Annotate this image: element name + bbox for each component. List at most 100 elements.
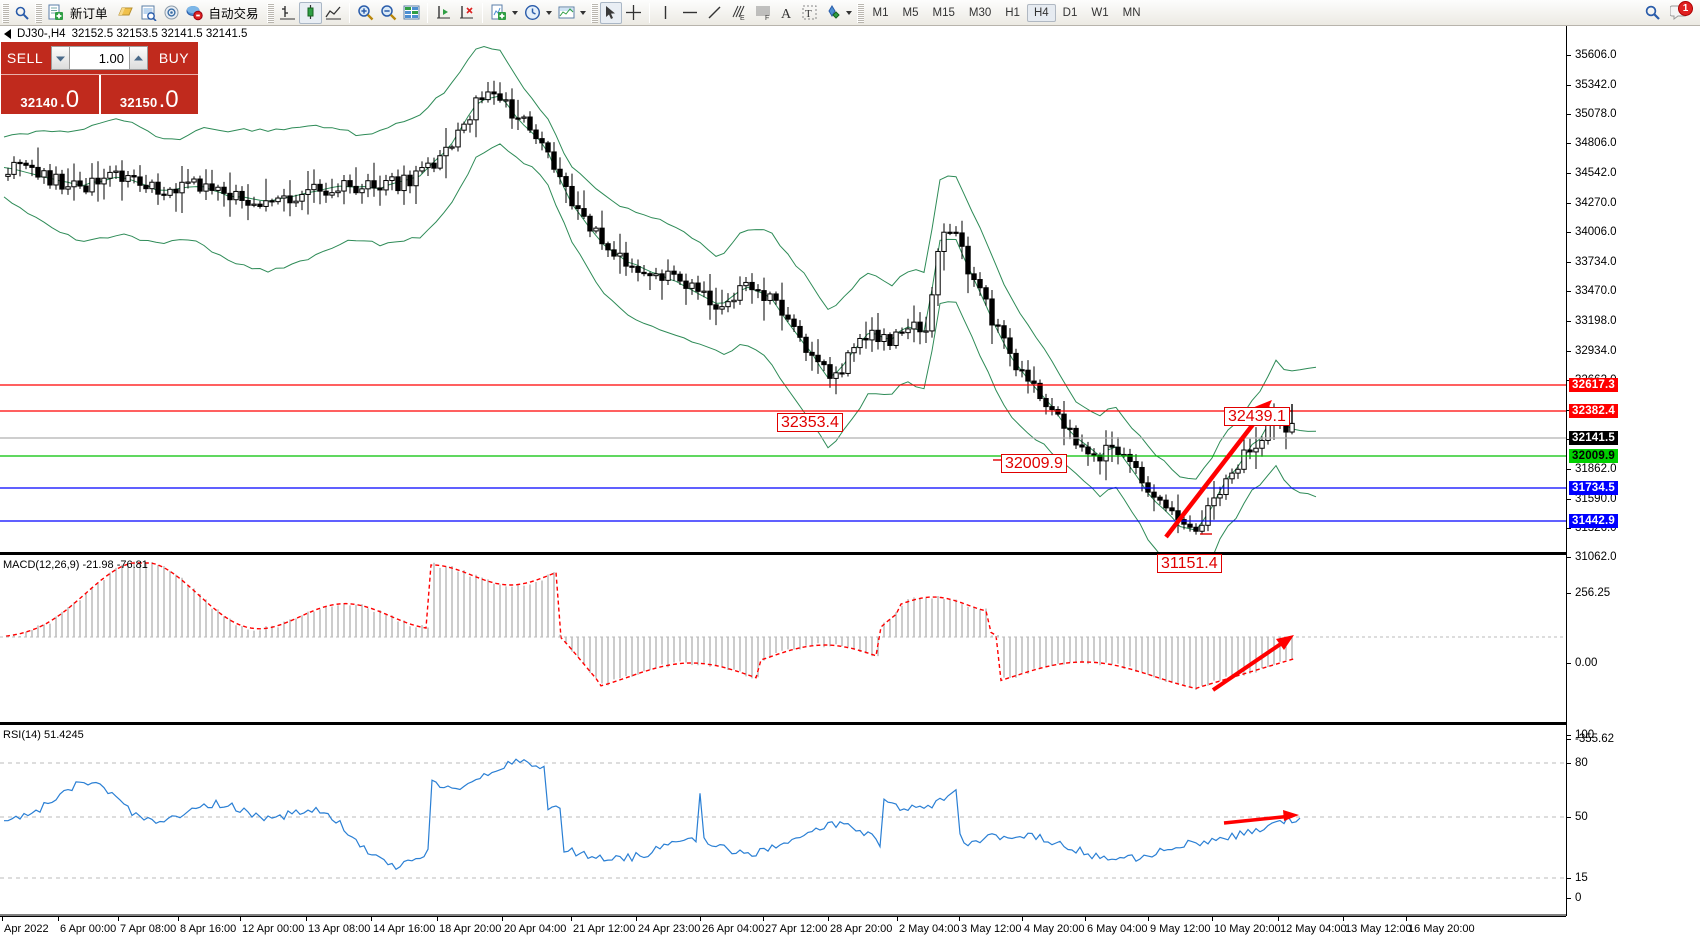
line-chart-icon[interactable] <box>322 2 345 24</box>
timeframe-mn[interactable]: MN <box>1122 6 1141 19</box>
time-tick-17: 6 May 04:00 <box>1087 923 1148 935</box>
sell-button[interactable]: SELL <box>6 50 44 66</box>
timeframe-h4[interactable]: H4 <box>1026 3 1056 22</box>
indicators-icon[interactable] <box>487 2 521 24</box>
candlestick-chart-icon[interactable] <box>298 1 322 24</box>
time-tick-14: 2 May 04:00 <box>899 923 960 935</box>
navigator-icon[interactable] <box>160 2 183 24</box>
sell-price-display[interactable]: 32140 .0 <box>1 75 99 114</box>
candle-body <box>371 180 377 189</box>
autotrading-button[interactable]: 自动交易 <box>183 2 265 24</box>
annotation-31151[interactable]: 31151.4 <box>1157 554 1222 573</box>
rsi-series <box>4 758 1301 871</box>
timeframe-m5[interactable]: M5 <box>902 6 919 19</box>
chevron-down-icon-3[interactable] <box>579 10 586 15</box>
timeframe-w1[interactable]: W1 <box>1091 6 1109 19</box>
candle-body <box>83 185 89 193</box>
search-right-icon[interactable] <box>1641 2 1664 24</box>
rsi-pane[interactable]: RSI(14) 51.4245 <box>0 722 1566 916</box>
lot-size-input[interactable]: 1.00 <box>70 47 129 69</box>
timeframe-h1[interactable]: H1 <box>1005 6 1020 19</box>
candle-body <box>755 289 761 292</box>
candle-body <box>905 328 911 334</box>
new-order-label: 新订单 <box>70 7 108 21</box>
candle-body <box>197 178 203 192</box>
zoom-out-icon[interactable] <box>377 2 400 24</box>
timeframe-m30[interactable]: M30 <box>968 6 992 19</box>
elliott-wave-icon[interactable]: E <box>726 2 751 24</box>
time-tick-19: 10 May 20:00 <box>1214 923 1281 935</box>
data-window-icon[interactable] <box>400 2 423 24</box>
print-preview-icon[interactable] <box>137 2 160 24</box>
candle-body <box>17 161 23 165</box>
cursor-icon[interactable] <box>599 1 622 24</box>
time-scale[interactable]: Apr 2022 6 Apr 00:00 7 Apr 08:00 8 Apr 16:0… <box>0 916 1566 941</box>
occ-top-row: SELL 1.00 BUY <box>1 42 198 74</box>
buy-price-display[interactable]: 32150 .0 <box>98 75 199 114</box>
chart-shift-icon[interactable] <box>432 2 455 24</box>
chevron-down-icon[interactable] <box>511 10 518 15</box>
time-grip-15 <box>959 917 960 921</box>
svg-text:T: T <box>805 8 812 20</box>
price-pane[interactable] <box>0 26 1566 553</box>
candlestick-series <box>5 80 1295 535</box>
toolbar-grip-3[interactable] <box>266 2 274 23</box>
text-label-icon[interactable]: T <box>798 2 821 24</box>
annotation-32009[interactable]: 32009.9 <box>1001 454 1067 473</box>
candle-body <box>605 243 611 251</box>
macd-chart-svg <box>0 561 1566 692</box>
candle-body <box>341 180 347 192</box>
toolbar-grip[interactable] <box>2 2 9 23</box>
sell-price-decimal: .0 <box>59 86 80 113</box>
text-icon[interactable]: A <box>776 2 798 24</box>
auto-scroll-icon[interactable] <box>455 2 478 24</box>
period-icon[interactable] <box>521 2 555 24</box>
price-scale[interactable]: 35606.0 35342.0 35078.0 34806.0 34542.0 34270… <box>1566 26 1700 916</box>
trendline-icon[interactable] <box>703 2 726 24</box>
candle-body <box>1187 523 1193 528</box>
crosshair-icon[interactable] <box>622 2 645 24</box>
buy-button[interactable]: BUY <box>158 50 190 66</box>
shapes-icon[interactable] <box>821 2 855 24</box>
timeframe-m15[interactable]: M15 <box>932 6 955 19</box>
toolbar-grip-5[interactable] <box>856 2 864 23</box>
candle-body <box>1133 461 1139 468</box>
vertical-line-icon[interactable] <box>654 2 677 24</box>
annotation-32353[interactable]: 32353.4 <box>777 413 843 432</box>
candle-body <box>791 318 797 327</box>
chevron-down-icon-2[interactable] <box>545 10 552 15</box>
chevron-down-icon-4[interactable] <box>845 10 852 15</box>
lot-size-stepper[interactable]: 1.00 <box>51 46 148 70</box>
folder-icon[interactable] <box>114 2 137 24</box>
toolbar-grip-2[interactable] <box>35 2 42 23</box>
horizontal-line-icon[interactable] <box>677 2 703 24</box>
search-icon[interactable] <box>11 2 33 24</box>
macd-pane[interactable]: MACD(12,26,9) -21.98 -76.81 <box>0 552 1566 719</box>
chart-area[interactable]: DJ30-,H4 32152.5 32153.5 32141.5 32141.5… <box>0 26 1700 941</box>
annotation-32439[interactable]: 32439.1 <box>1224 407 1290 426</box>
templates-icon[interactable] <box>555 2 589 24</box>
time-grip-12 <box>763 917 764 921</box>
zoom-in-icon[interactable] <box>354 2 377 24</box>
candle-body <box>1007 337 1013 354</box>
candle-body <box>311 183 317 191</box>
candle-body <box>845 352 851 374</box>
rsi-chart-svg <box>0 758 1566 916</box>
timeframe-d1[interactable]: D1 <box>1062 6 1078 19</box>
candle-body <box>389 176 395 182</box>
one-click-trading-panel[interactable]: SELL 1.00 BUY 32140 .0 32150 .0 <box>0 41 199 115</box>
rsi-tick-1: 80 <box>1567 757 1588 769</box>
toolbar-grip-4[interactable] <box>590 2 598 23</box>
candle-body <box>995 324 1001 327</box>
new-order-button[interactable]: 新订单 <box>44 2 114 24</box>
resistance-1-label: 32617.3 <box>1569 378 1618 392</box>
fibonacci-icon[interactable]: F <box>751 2 776 24</box>
bar-chart-icon[interactable] <box>276 2 299 24</box>
lot-decrease-button[interactable] <box>52 47 70 69</box>
sell-price-integer: 32140 <box>20 95 59 110</box>
time-tick-7: 18 Apr 20:00 <box>439 923 502 935</box>
alerts-icon[interactable]: 1 <box>1670 0 1693 23</box>
timeframe-m1[interactable]: M1 <box>872 6 889 19</box>
candle-body <box>119 170 125 182</box>
lot-increase-button[interactable] <box>129 47 147 69</box>
